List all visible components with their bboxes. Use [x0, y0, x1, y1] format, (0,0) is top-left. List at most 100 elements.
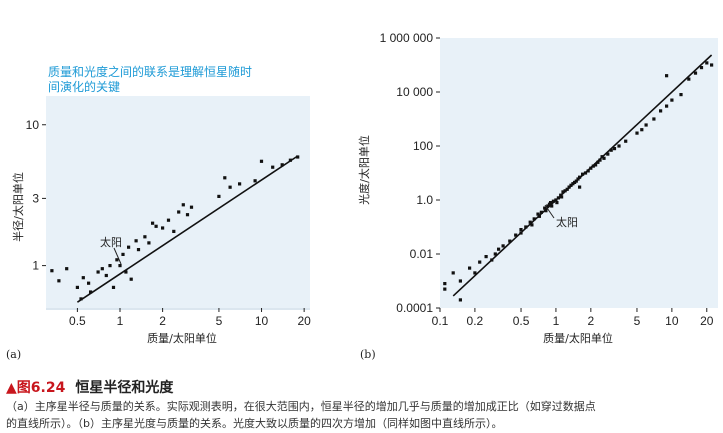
chart-b-point-74 [458, 298, 462, 302]
chart-b-xtick-label-3: 1 [553, 314, 560, 328]
chart-b-ytick-label-0: 0.0001 [396, 301, 433, 315]
chart-a-point-33 [223, 176, 227, 180]
chart-b-point-25 [546, 204, 550, 208]
chart-a-point-7 [89, 290, 93, 294]
chart-a-point-5 [81, 276, 85, 280]
chart-a-point-2 [65, 267, 69, 271]
chart-a-point-29 [181, 203, 185, 207]
chart-a-ytick-label-0: 1 [32, 259, 39, 273]
chart-b-ylabel: 光度/太阳单位 [357, 135, 371, 205]
chart-b-point-60 [635, 131, 639, 135]
chart-b-point-45 [581, 172, 585, 176]
chart-b-point-1 [443, 282, 447, 286]
caption-triangle-icon: ▲ [6, 380, 17, 396]
chart-a-xlabel: 质量/太阳单位 [147, 331, 217, 345]
chart-b-point-69 [693, 71, 698, 75]
chart-b-xtick-label-4: 2 [587, 314, 594, 328]
chart-b-xtick-label-7: 20 [700, 314, 714, 328]
chart-b-point-66 [670, 98, 674, 102]
chart-b-point-73 [665, 74, 669, 78]
chart-a-point-41 [296, 155, 300, 159]
chart-b-point-53 [600, 155, 604, 159]
chart-a-xtick-label-2: 2 [159, 314, 166, 328]
chart-b-point-22 [539, 210, 543, 214]
chart-a-point-34 [228, 185, 232, 189]
chart-b-point-51 [596, 160, 600, 164]
chart-a-point-38 [271, 165, 275, 169]
chart-a-point-30 [185, 213, 190, 217]
chart-b-point-39 [569, 183, 573, 187]
chart-b-point-65 [665, 104, 669, 108]
chart-b-point-15 [519, 231, 523, 235]
chart-b-point-42 [574, 179, 578, 183]
chart-b-point-29 [551, 199, 555, 203]
chart-b-point-62 [644, 123, 648, 127]
chart-b-point-21 [537, 214, 541, 218]
chart-b-point-13 [514, 233, 518, 237]
chart-b-point-19 [532, 217, 536, 221]
chart-a-point-17 [127, 245, 131, 249]
chart-a-point-35 [238, 182, 242, 186]
chart-b-point-56 [609, 148, 613, 152]
chart-b-point-0 [443, 287, 447, 291]
caption-figure-number: 图6.24 [16, 380, 66, 396]
chart-b-point-67 [679, 93, 683, 97]
chart-a-point-15 [121, 252, 125, 256]
chart-b-xtick-label-5: 5 [634, 314, 641, 328]
chart-a-point-3 [75, 285, 79, 289]
chart-b-xlabel: 质量/太阳单位 [543, 331, 613, 345]
chart-b-point-4 [468, 266, 472, 270]
chart-a-xtick-label-3: 5 [216, 314, 223, 328]
chart-b-point-5 [473, 271, 477, 275]
figure-caption: ▲图6.24 恒星半径和光度 （a）主序星半径与质量的关系。实际观测表明，在很大范… [6, 378, 718, 432]
chart-b-point-61 [640, 128, 644, 132]
caption-line-1: （a）主序星半径与质量的关系。实际观测表明，在很大范围内，恒星半径的增加几乎与质… [6, 400, 596, 413]
chart-a-point-4 [79, 297, 83, 301]
chart-b-xtick-label-1: 0.2 [467, 314, 484, 328]
chart-a-point-11 [108, 264, 112, 268]
chart-b-point-30 [554, 198, 558, 202]
chart-b-point-64 [659, 109, 663, 113]
chart-a-point-12 [111, 285, 116, 289]
chart-b-point-48 [589, 166, 593, 170]
chart-a-point-10 [104, 273, 108, 278]
chart-b-point-41 [573, 180, 577, 184]
chart-a-note-line2: 间演化的关键 [48, 79, 120, 94]
chart-a-point-21 [143, 235, 147, 239]
chart-b-point-37 [565, 187, 569, 191]
chart-b-point-18 [530, 223, 534, 227]
chart-a-mass-radius: 0.5 1 2 5 10 20 1 3 10 质量和光度之间的联系是理解恒星随时 间演化的关键… [6, 64, 311, 361]
chart-b-point-32 [556, 196, 560, 200]
chart-a-point-36 [253, 179, 257, 183]
chart-a-point-27 [172, 229, 176, 233]
chart-a-point-1 [57, 279, 61, 283]
chart-b-point-24 [544, 209, 548, 213]
chart-a-point-23 [151, 221, 155, 225]
chart-b-sun-label: 太阳 [556, 216, 578, 229]
chart-b-sun-pointer [544, 204, 555, 219]
chart-a-point-18 [129, 277, 133, 281]
chart-a-sun-label: 太阳 [100, 236, 122, 249]
chart-a-point-24 [154, 224, 158, 228]
chart-b-ytick-label-1: 0.01 [410, 247, 434, 261]
chart-a-xtick-label-5: 20 [297, 314, 311, 328]
chart-a-bottom-band [46, 308, 310, 310]
chart-a-point-20 [136, 248, 141, 252]
chart-b-point-34 [560, 195, 564, 199]
chart-a-point-31 [189, 205, 194, 209]
chart-b-point-12 [508, 239, 512, 243]
chart-b-point-68 [687, 77, 691, 81]
chart-b-point-47 [586, 169, 590, 173]
chart-b-point-28 [550, 204, 554, 208]
chart-b-ytick-label-2: 1.0 [416, 193, 433, 207]
chart-b-point-50 [594, 163, 598, 167]
chart-b-point-14 [519, 228, 523, 232]
chart-a-sun-pointer [113, 247, 122, 265]
chart-a-ytick-label-2: 10 [26, 118, 40, 132]
chart-b-ytick-label-4: 10 000 [396, 85, 433, 99]
chart-b-point-26 [547, 202, 552, 206]
chart-b-point-54 [602, 156, 606, 160]
chart-b-xtick-label-2: 0.5 [513, 314, 530, 328]
chart-a-point-9 [100, 267, 104, 271]
chart-a-point-37 [259, 159, 264, 163]
